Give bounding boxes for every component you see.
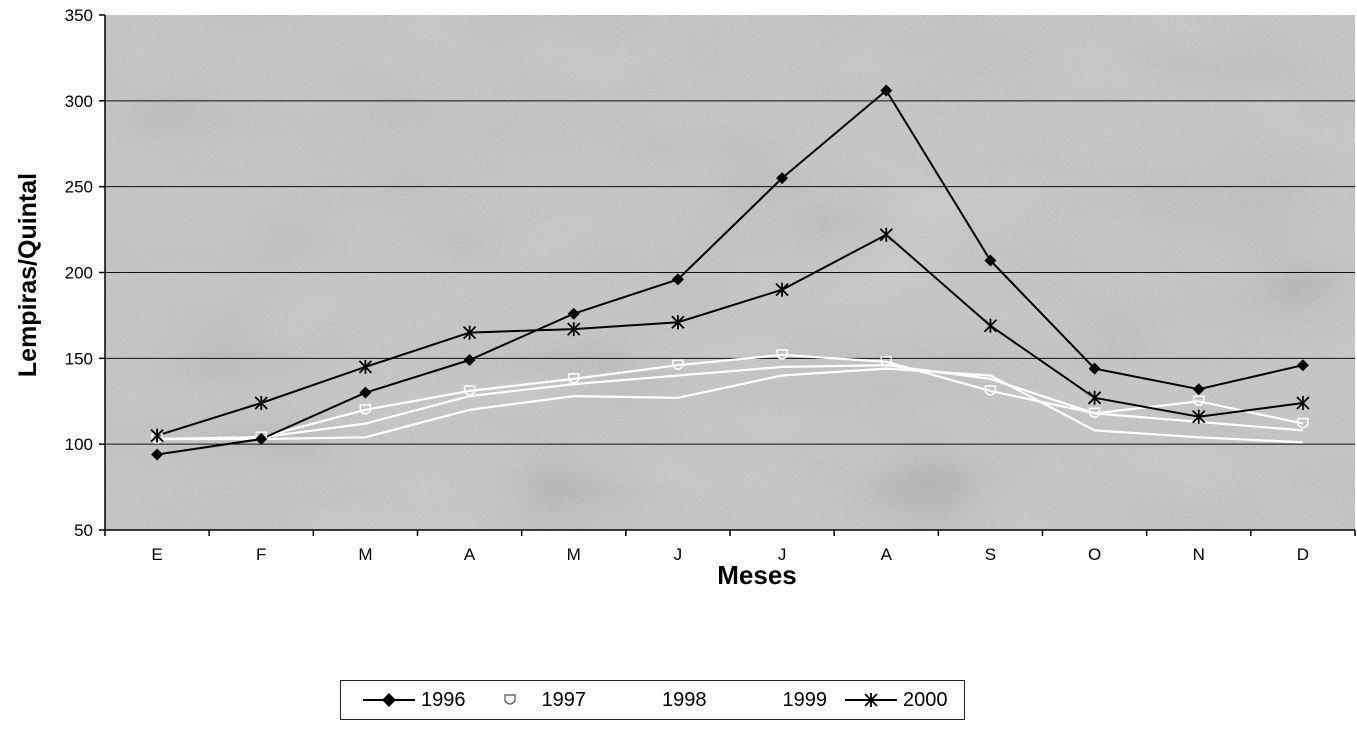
series-line-1996	[156, 89, 1304, 456]
data-point-1996	[984, 254, 997, 267]
x-tick-label: S	[985, 545, 996, 564]
y-tick-label: 250	[65, 178, 93, 197]
x-tick-label: F	[256, 545, 266, 564]
data-point-1997	[359, 404, 372, 415]
x-tick-label: O	[1088, 545, 1101, 564]
data-point-1997	[463, 385, 476, 396]
legend-label-1996: 1996	[421, 688, 466, 711]
y-tick-label: 150	[65, 349, 93, 368]
data-point-1997	[1088, 407, 1101, 419]
y-tick-label: 100	[65, 435, 93, 454]
data-point-1997	[672, 359, 684, 370]
data-point-2000	[254, 395, 268, 410]
legend-swatch-1998	[604, 699, 656, 701]
legend-item-2000: 2000	[845, 689, 948, 712]
legend-label-2000: 2000	[903, 688, 948, 711]
data-point-2000	[358, 359, 373, 374]
data-point-2000	[150, 428, 164, 443]
x-axis-title: Meses	[717, 560, 797, 590]
legend-swatch-1997	[483, 694, 536, 705]
data-point-2000	[775, 282, 789, 297]
data-point-2000	[1087, 390, 1102, 405]
legend-label-1998: 1998	[662, 688, 707, 711]
x-tick-label: J	[778, 545, 787, 564]
data-point-1997	[776, 349, 788, 360]
legend-swatch-1996	[363, 693, 415, 707]
data-point-2000	[879, 227, 893, 242]
series-lines	[156, 89, 1304, 456]
y-tick-label: 50	[74, 521, 93, 540]
data-point-1997	[568, 373, 580, 384]
series-markers	[150, 84, 1310, 461]
data-point-1996	[776, 172, 789, 185]
legend-label-1997: 1997	[541, 688, 587, 711]
x-tick-label: M	[358, 545, 372, 564]
data-point-2000	[983, 318, 998, 333]
series-line-2000	[156, 233, 1304, 437]
series-line-1998	[157, 367, 1303, 444]
data-point-1996	[880, 84, 893, 97]
y-tick-label: 200	[65, 264, 93, 283]
legend-item-1996: 1996	[363, 689, 466, 712]
data-point-1996	[359, 386, 372, 399]
series-line-1999	[157, 364, 1303, 441]
legend-swatch-1999	[724, 699, 777, 701]
data-point-1996	[463, 354, 476, 367]
x-tick-label: J	[674, 545, 683, 564]
y-tick-labels: 50 100 150 200 250 300 350	[65, 6, 93, 540]
data-point-2000	[462, 325, 477, 340]
x-tick-label: N	[1193, 545, 1205, 564]
x-tick-label: E	[151, 545, 162, 564]
x-tick-label: A	[464, 545, 476, 564]
x-tick-label: D	[1297, 545, 1309, 564]
data-point-1996	[671, 273, 684, 286]
data-point-1996	[1192, 383, 1205, 396]
axes	[99, 14, 1356, 536]
legend-item-1997: 1997	[483, 688, 587, 712]
data-point-2000	[567, 322, 581, 337]
y-tick-label: 350	[65, 6, 93, 25]
data-point-1997	[880, 356, 892, 367]
data-point-1997	[1193, 395, 1205, 406]
legend-swatch-2000	[845, 693, 897, 707]
data-point-2000	[1296, 395, 1310, 410]
legend-item-1999: 1999	[724, 688, 828, 712]
y-axis-title: Lempiras/Quintal	[14, 173, 42, 377]
legend-item-1998: 1998	[604, 689, 707, 712]
data-point-1997	[1297, 417, 1309, 429]
x-tick-label: M	[567, 545, 581, 564]
data-point-1996	[255, 433, 268, 446]
legend: 1996 1997 1998 1999 2000	[340, 680, 965, 720]
data-point-2000	[671, 315, 685, 330]
data-point-1996	[567, 307, 580, 320]
data-point-2000	[1192, 409, 1206, 424]
gridlines	[105, 100, 1355, 445]
series-line-1997	[157, 353, 1304, 441]
data-point-1996	[1296, 359, 1309, 372]
x-tick-label: A	[881, 545, 893, 564]
data-point-1997	[984, 385, 997, 396]
legend-label-1999: 1999	[782, 688, 828, 711]
data-point-1996	[151, 448, 164, 461]
y-tick-label: 300	[65, 92, 93, 111]
data-point-1996	[1088, 362, 1101, 375]
